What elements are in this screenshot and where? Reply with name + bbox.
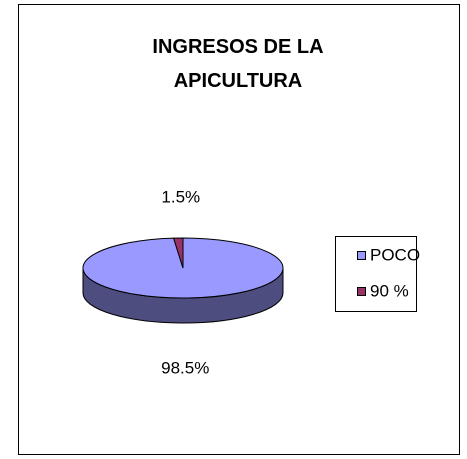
chart-frame	[18, 4, 460, 455]
legend-label: POCO	[370, 245, 420, 264]
legend-swatch	[357, 251, 366, 260]
legend-box	[335, 236, 417, 312]
legend-label: 90 %	[370, 281, 409, 300]
data-label: 1.5%	[161, 188, 200, 207]
pie-slice	[172, 237, 184, 269]
legend-swatch	[357, 287, 366, 296]
chart-title: INGRESOS DE LA APICULTURA	[152, 36, 324, 92]
data-label: 98.5%	[161, 358, 209, 377]
